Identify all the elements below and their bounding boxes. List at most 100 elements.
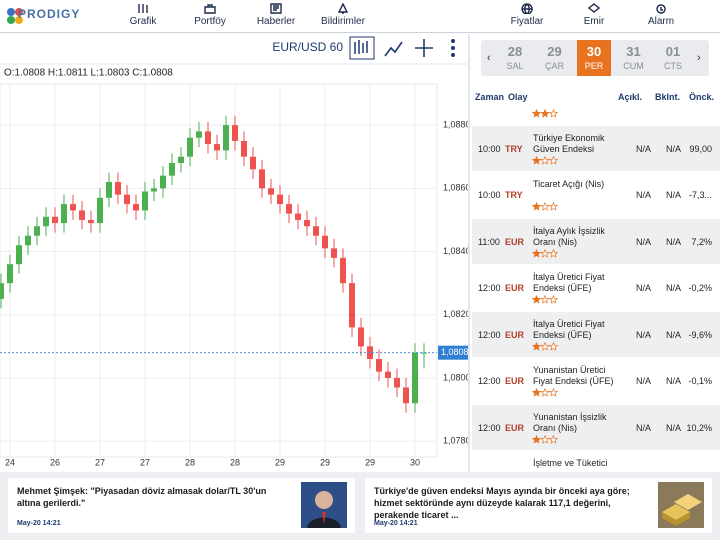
nav-item[interactable]: Grafik <box>108 3 178 27</box>
star-empty <box>548 109 559 118</box>
candle-body <box>304 219 310 227</box>
candle-body <box>79 210 85 220</box>
nav-item[interactable]: Alarm <box>626 3 696 27</box>
event-name: İtalya Üretici Fiyat Endeksi (ÜFE) <box>533 272 605 293</box>
candle-icon-frame[interactable] <box>349 36 375 60</box>
candle-body <box>232 125 238 141</box>
news-card[interactable]: Mehmet Şimşek: "Piyasadan döviz almasak … <box>8 478 355 533</box>
logo[interactable]: PRODIGY <box>18 7 81 21</box>
weekday: SAL <box>506 61 524 71</box>
next-arrow[interactable]: › <box>697 52 701 64</box>
news-bar: Mehmet Şimşek: "Piyasadan döviz almasak … <box>0 472 720 540</box>
prev-arrow[interactable]: ‹ <box>487 52 491 64</box>
icon-shape <box>337 3 349 14</box>
icon-shape <box>270 3 282 14</box>
candle-body <box>115 181 121 195</box>
ohlc-label: O:1.0808 H:1.0811 L:1.0803 C:1.0808 <box>4 68 173 79</box>
calendar-day[interactable]: 29 ÇAR <box>538 40 572 76</box>
nav-item[interactable]: Haberler <box>241 3 311 27</box>
nav-item[interactable]: Emir <box>559 3 629 27</box>
event-row[interactable]: Tüketici Fiyatları <box>472 104 720 125</box>
candle-body <box>268 188 274 195</box>
event-forecast: N/A <box>665 190 681 200</box>
event-row[interactable]: 12:00 EUR Yunanistan İşsizlik Oranı (Nis) N… <box>472 404 720 451</box>
y-tick-label: 1,0880 <box>443 119 468 129</box>
event-currency: EUR <box>505 236 525 247</box>
candle-body <box>313 226 319 236</box>
star-empty <box>540 202 550 211</box>
x-tick-label: 27 <box>140 457 150 467</box>
event-actual: N/A <box>635 283 651 293</box>
event-actual: N/A <box>635 329 651 340</box>
x-tick-label: 28 <box>230 457 240 467</box>
importance-stars <box>532 388 559 397</box>
event-row[interactable]: İşletme ve Tüketici <box>472 451 720 472</box>
star-empty <box>548 295 559 304</box>
event-name: İşletme ve Tüketici <box>533 458 608 468</box>
event-previous: -0,1% <box>688 376 712 386</box>
star-filled <box>532 434 542 444</box>
event-name: Yunanistan Üretici Fiyat Endeksi (ÜFE) <box>533 365 614 386</box>
event-forecast: N/A <box>665 329 681 340</box>
weekday: CUM <box>623 61 644 71</box>
chart-panel: EUR/USD 60 O:1.0808 H:1.0811 L:1.0803 C:… <box>0 34 471 472</box>
last-price-box <box>438 345 469 360</box>
events-table: Tüketici Fiyatları 10:00 TRY Türkiye Ekonom… <box>472 104 720 472</box>
event-currency: EUR <box>505 422 525 433</box>
nav-item[interactable]: Fiyatlar <box>492 3 562 27</box>
event-time: 12:00 <box>478 376 501 386</box>
crosshair-icon[interactable] <box>415 39 433 57</box>
calendar-day[interactable]: 01 CTS <box>656 40 690 76</box>
candle-body <box>340 257 346 284</box>
line-icon[interactable] <box>384 41 403 57</box>
event-previous: -0,2% <box>688 283 712 293</box>
candle-body <box>412 352 418 404</box>
calendar-day[interactable]: 28 SAL <box>498 40 532 76</box>
star-empty <box>540 295 550 304</box>
event-actual: N/A <box>635 422 651 433</box>
nav-item[interactable]: Portföy <box>175 3 245 27</box>
candle-body <box>376 359 382 372</box>
star-empty <box>548 248 559 258</box>
event-row[interactable]: 12:00 EUR İtalya Üretici Fiyat Endeksi (ÜF… <box>472 311 720 358</box>
nav-icon <box>204 4 216 14</box>
candle-body <box>205 131 211 145</box>
menu-icon[interactable] <box>451 39 455 57</box>
event-row[interactable]: 11:00 EUR İtalya Aylık İşsizlik Oranı (Nis… <box>472 218 720 265</box>
event-row[interactable]: 12:00 EUR İtalya Üretici Fiyat Endeksi (ÜF… <box>472 265 720 311</box>
chart-title[interactable]: EUR/USD 60 <box>272 40 343 54</box>
nav-item[interactable]: Bildirimler <box>308 3 378 27</box>
nav-label: Haberler <box>256 16 296 27</box>
y-tick-label: 1,0840 <box>443 246 468 256</box>
event-name: Türkiye Ekonomik Güven Endeksi <box>533 132 605 154</box>
event-row[interactable]: 10:00 TRY Türkiye Ekonomik Güven Endeksi N/… <box>472 125 720 172</box>
event-name: İtalya Üretici Fiyat Endeksi (ÜFE) <box>533 318 605 340</box>
candle-body <box>70 204 76 211</box>
last-price-label: 1,0808 <box>441 347 468 357</box>
day-number: 28 <box>507 44 523 59</box>
x-tick-label: 28 <box>185 457 195 467</box>
candle-body <box>178 156 184 164</box>
day-number: 30 <box>586 44 602 59</box>
column-header: Önck. <box>689 92 715 102</box>
x-tick-label: 29 <box>320 457 330 467</box>
x-tick-label: 27 <box>95 457 105 467</box>
news-card[interactable]: Türkiye'de güven endeksi Mayıs ayında bi… <box>365 478 712 533</box>
calendar-day[interactable]: 30 PER <box>577 40 611 76</box>
star-empty <box>540 341 550 351</box>
calendar-day[interactable]: 31 CUM <box>617 40 651 76</box>
candle-body <box>106 181 112 198</box>
y-tick-label: 1,0800 <box>443 372 468 382</box>
nav-label: Portföy <box>194 16 226 27</box>
event-time: 10:00 <box>478 143 501 154</box>
day-number: 01 <box>665 44 681 59</box>
event-row[interactable]: 12:00 EUR Yunanistan Üretici Fiyat Endeksi… <box>472 358 720 404</box>
y-tick-label: 1,0860 <box>443 183 468 193</box>
candle-body <box>358 327 364 347</box>
column-header: Zaman <box>475 92 505 102</box>
event-currency: EUR <box>505 376 525 386</box>
weekday: CTS <box>664 61 682 71</box>
event-row[interactable]: 10:00 TRY Ticaret Açığı (Nis) N/A N/A -7,3... <box>472 172 720 218</box>
nav-icon <box>656 4 666 14</box>
candle-body <box>43 216 49 227</box>
